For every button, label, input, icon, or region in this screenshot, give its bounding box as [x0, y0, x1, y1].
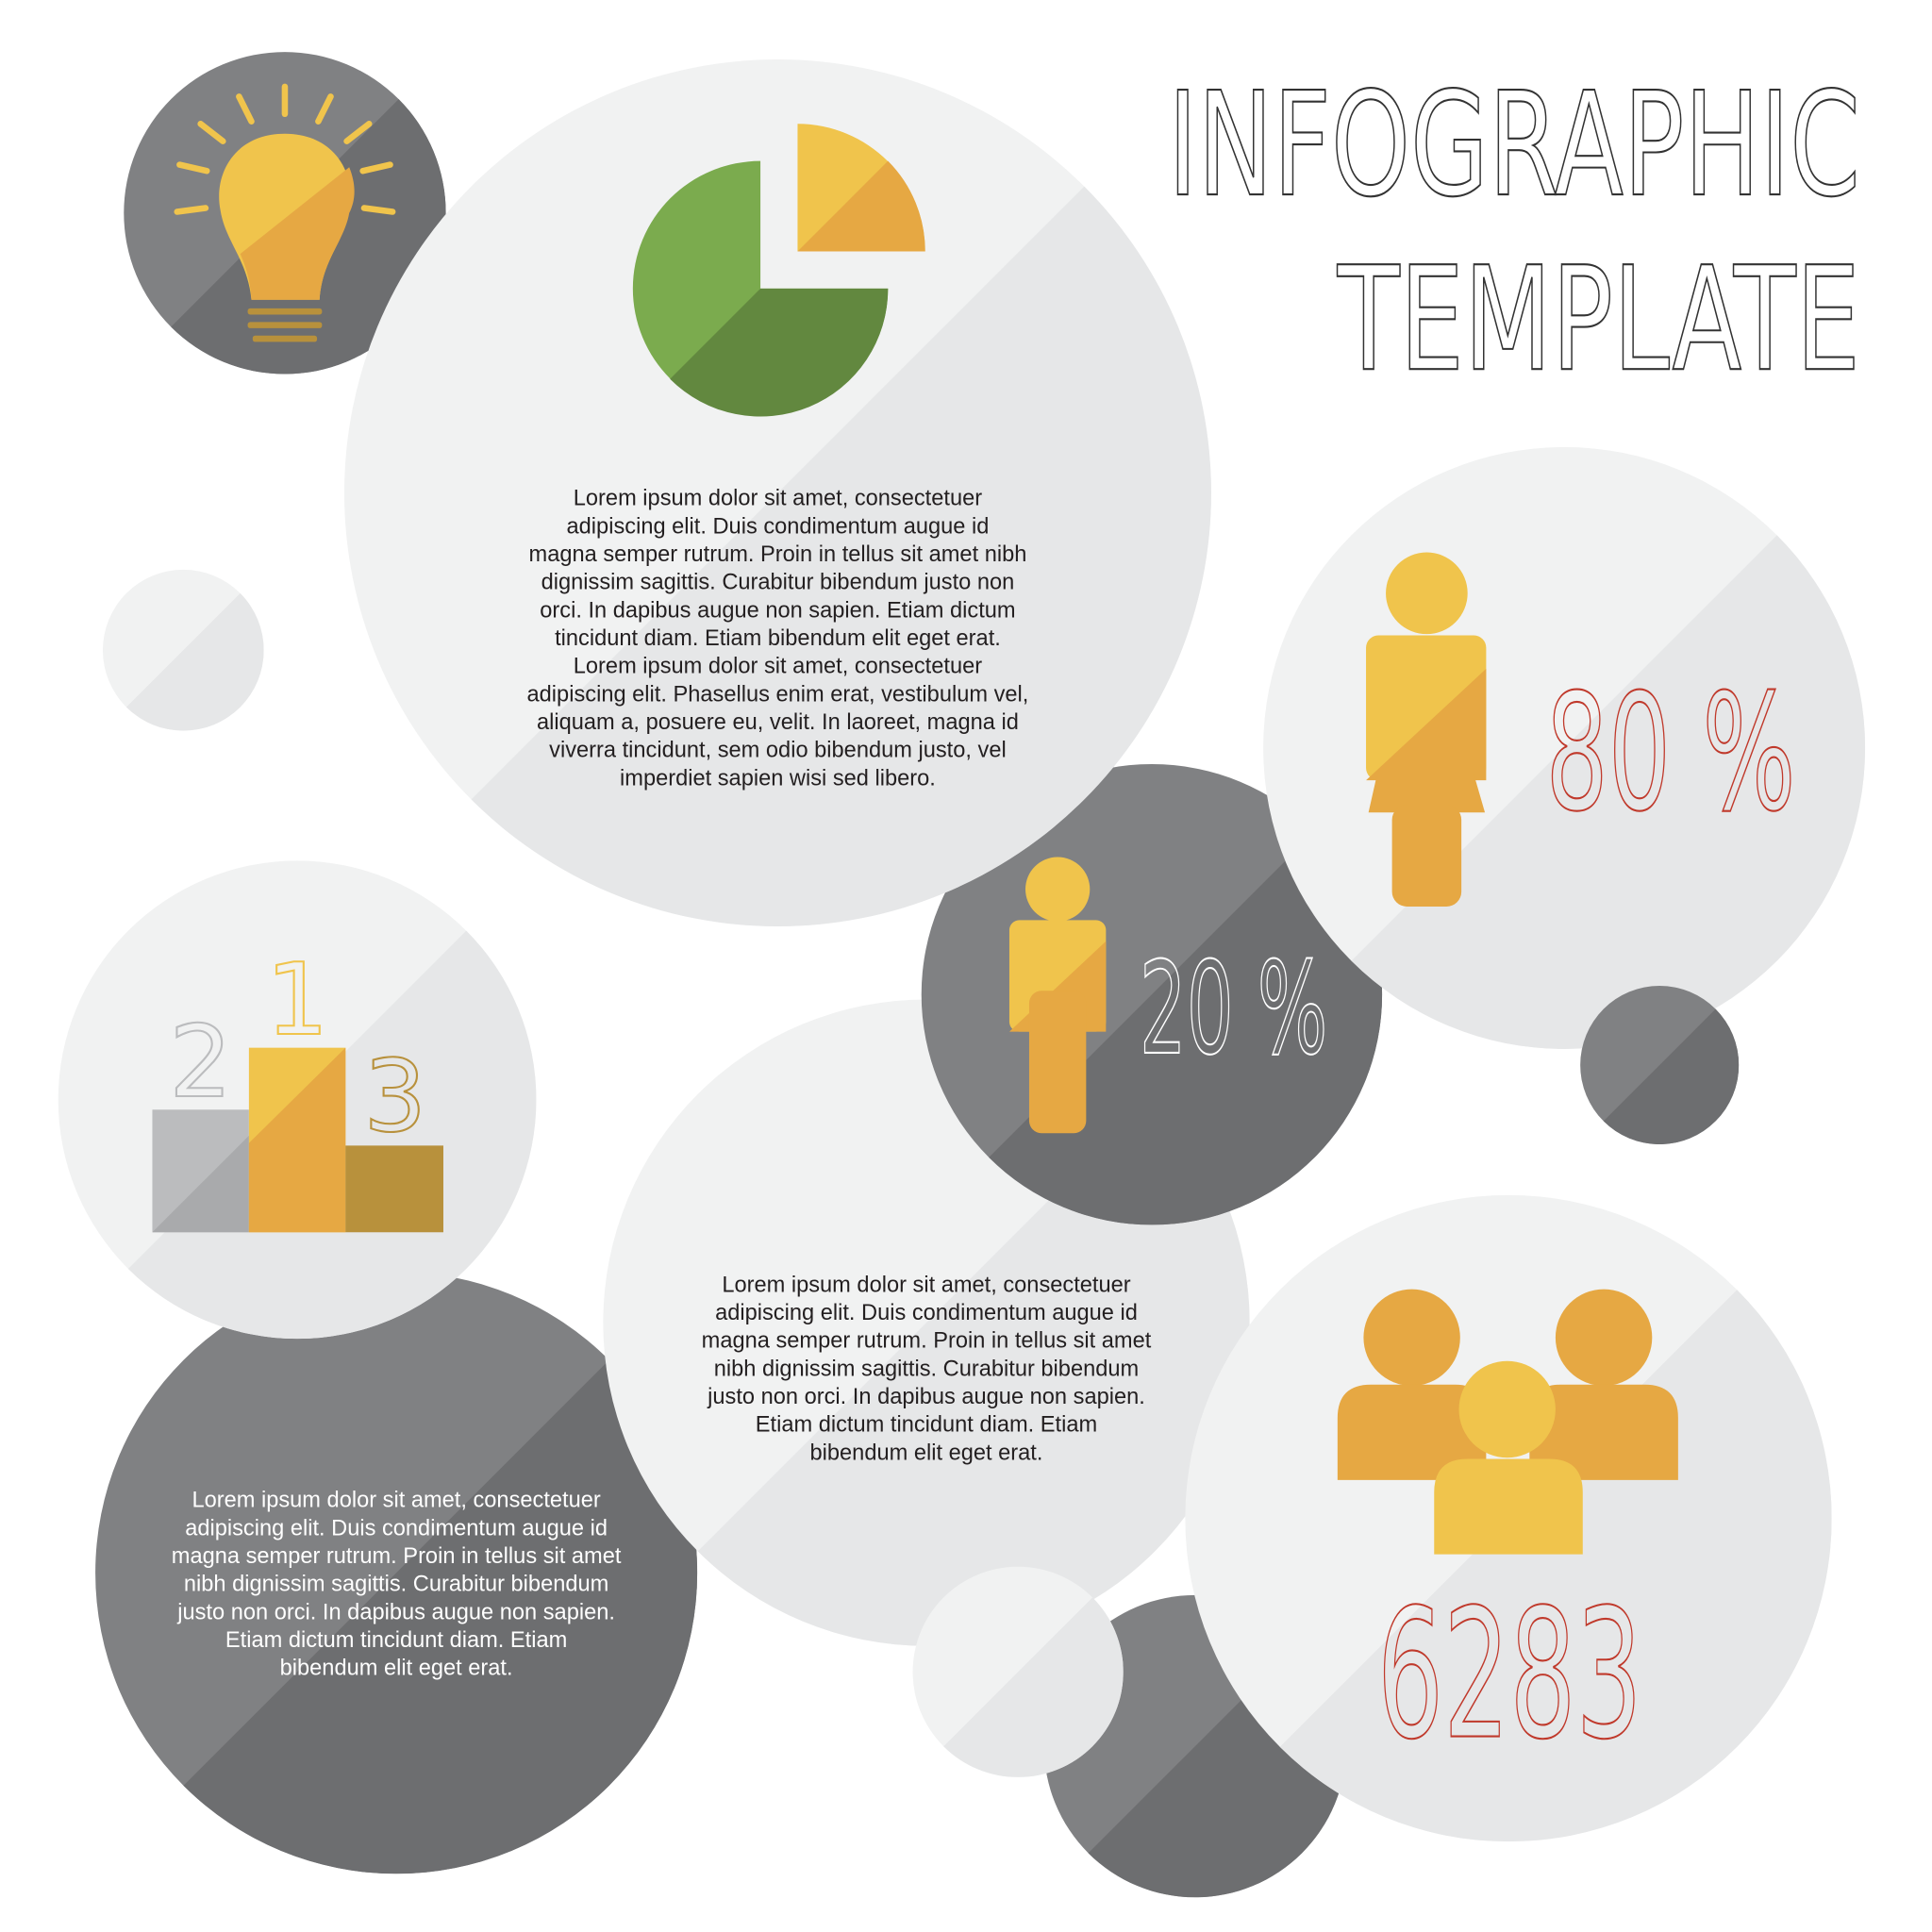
paragraph-line: justo non orci. In dapibus augue non sap… — [707, 1385, 1145, 1409]
paragraph-line: Lorem ipsum dolor sit amet, consectetuer — [574, 655, 982, 679]
pie-chart-icon — [632, 124, 925, 417]
paragraph-top: Lorem ipsum dolor sit amet, consectetuer… — [527, 487, 1029, 791]
podium-second-label: 2 — [169, 1005, 232, 1120]
paragraph-line: aliquam a, posuere eu, velit. In laoreet… — [537, 710, 1019, 735]
small-light-bottom-circle — [912, 1566, 1124, 1777]
people-count: 6283 — [1377, 1572, 1642, 1779]
paragraph-line: adipiscing elit. Duis condimentum augue … — [567, 514, 990, 539]
paragraph-line: nibh dignissim sagittis. Curabitur biben… — [714, 1357, 1139, 1381]
paragraph-line: imperdiet sapien wisi sed libero. — [620, 766, 936, 791]
paragraph-line: Lorem ipsum dolor sit amet, consectetuer — [192, 1489, 600, 1513]
male-percent: 20 % — [1140, 934, 1328, 1083]
paragraph-line: bibendum elit eget erat. — [280, 1657, 513, 1681]
female-person-icon — [1366, 552, 1487, 907]
paragraph-line: adipiscing elit. Duis condimentum augue … — [715, 1301, 1138, 1325]
small-light-circle — [102, 569, 264, 731]
paragraph-line: magna semper rutrum. Proin in tellus sit… — [529, 542, 1027, 567]
paragraph-line: magna semper rutrum. Proin in tellus sit… — [702, 1329, 1152, 1354]
paragraph-line: justo non orci. In dapibus augue non sap… — [176, 1600, 615, 1624]
small-dark-circle — [1580, 986, 1740, 1145]
paragraph-line: viverra tincidunt, sem odio bibendum jus… — [549, 739, 1007, 763]
paragraph-line: adipiscing elit. Duis condimentum augue … — [185, 1516, 608, 1541]
bottom-left-circle — [95, 1272, 698, 1874]
paragraph-line: orci. In dapibus augue non sapien. Etiam… — [540, 598, 1015, 623]
paragraph-line: adipiscing elit. Phasellus enim erat, ve… — [527, 682, 1029, 707]
paragraph-line: Etiam dictum tincidunt diam. Etiam — [225, 1628, 567, 1653]
female-percent: 80 % — [1545, 660, 1795, 847]
podium-first-label: 1 — [266, 942, 329, 1058]
podium-icon: 2 1 3 — [152, 941, 443, 1233]
title-line-1: INFOGRAPHIC — [1168, 61, 1860, 228]
title-line-2: TEMPLATE — [1337, 236, 1860, 403]
podium-third-label: 3 — [363, 1040, 426, 1155]
paragraph-line: dignissim sagittis. Curabitur bibendum j… — [541, 571, 1015, 595]
paragraph-line: Etiam dictum tincidunt diam. Etiam — [756, 1413, 1097, 1438]
group-people-icon — [1337, 1289, 1678, 1555]
paragraph-line: bibendum elit eget erat. — [810, 1441, 1043, 1465]
top-text-circle — [343, 59, 1211, 926]
paragraph-line: magna semper rutrum. Proin in tellus sit… — [172, 1544, 622, 1569]
paragraph-bottom_left: Lorem ipsum dolor sit amet, consectetuer… — [172, 1489, 622, 1681]
paragraph-line: nibh dignissim sagittis. Curabitur biben… — [184, 1573, 608, 1597]
lightbulb-icon — [174, 83, 396, 342]
paragraph-line: Lorem ipsum dolor sit amet, consectetuer — [574, 487, 982, 511]
male-person-icon — [1008, 857, 1107, 1134]
paragraph-line: Lorem ipsum dolor sit amet, consectetuer — [722, 1273, 1130, 1297]
paragraph-line: tincidunt diam. Etiam bibendum elit eget… — [555, 626, 1001, 651]
paragraph-middle: Lorem ipsum dolor sit amet, consectetuer… — [702, 1273, 1152, 1465]
